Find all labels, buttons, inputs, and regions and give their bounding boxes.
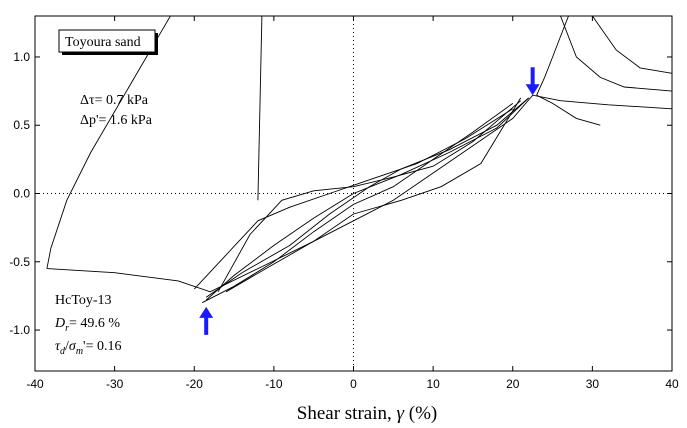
series-line-4 <box>201 103 514 304</box>
series-line-1 <box>205 97 529 298</box>
x-tick-label: -20 <box>186 377 204 391</box>
series-line-5 <box>217 100 521 293</box>
ratio-value: '= 0.16 <box>83 339 121 354</box>
x-tick-label: -30 <box>106 377 124 391</box>
stress-ratio-label: τd/σm'= 0.16 <box>55 339 121 357</box>
series-line-11 <box>592 16 672 74</box>
ratio-tau-sub: d <box>60 346 66 357</box>
dr-label: Dr= 49.6 % <box>54 316 120 334</box>
dr-value: = 49.6 % <box>69 316 120 331</box>
x-tick-label: 20 <box>506 377 520 391</box>
x-tick-label: 30 <box>586 377 600 391</box>
series-line-3 <box>193 108 514 290</box>
y-tick-label: 0.5 <box>13 118 30 132</box>
series-line-12 <box>536 94 601 126</box>
x-tick-label: 0 <box>350 377 357 391</box>
dr-symbol: D <box>54 316 65 331</box>
series-line-9 <box>536 16 569 96</box>
x-tick-label: 40 <box>665 377 679 391</box>
ratio-tau: τ <box>55 339 61 354</box>
series-line-7 <box>46 16 171 269</box>
y-tick-label: -0.5 <box>9 255 30 269</box>
x-axis-title-text: Shear strain, <box>297 403 397 424</box>
blue-arrow-up <box>199 306 214 335</box>
x-axis-title-symbol: γ <box>397 403 405 424</box>
y-tick-label: 1.0 <box>13 50 30 64</box>
x-axis-title: Shear strain, γ (%) <box>297 403 437 424</box>
legend-text: Toyoura sand <box>65 35 141 50</box>
series-line-6 <box>225 97 522 293</box>
ratio-sigma-sub: m <box>76 346 83 357</box>
x-axis-title-unit: (%) <box>404 403 437 424</box>
legend-shadow <box>155 33 158 55</box>
y-tick-label: -1.0 <box>9 323 30 337</box>
blue-arrow-down <box>525 67 540 96</box>
y-tick-label: 0.0 <box>13 187 30 201</box>
series-line-0 <box>46 94 672 293</box>
x-tick-label: 10 <box>426 377 440 391</box>
delta-p-label: Δp'= 1.6 kPa <box>80 113 153 128</box>
ratio-slash: / <box>65 339 69 354</box>
test-id-label: HcToy-13 <box>55 293 112 308</box>
series-line-2 <box>205 97 530 301</box>
series-line-8 <box>257 16 263 201</box>
delta-tau-label: Δτ= 0.7 kPa <box>80 93 149 108</box>
ratio-sigma: σ <box>69 339 77 354</box>
dr-subscript: r <box>65 323 69 334</box>
series-line-10 <box>560 16 672 92</box>
legend-box: Toyoura sand <box>58 29 158 55</box>
x-tick-label: -40 <box>26 377 44 391</box>
x-tick-label: -10 <box>265 377 283 391</box>
legend-shadow-bottom <box>62 52 158 55</box>
